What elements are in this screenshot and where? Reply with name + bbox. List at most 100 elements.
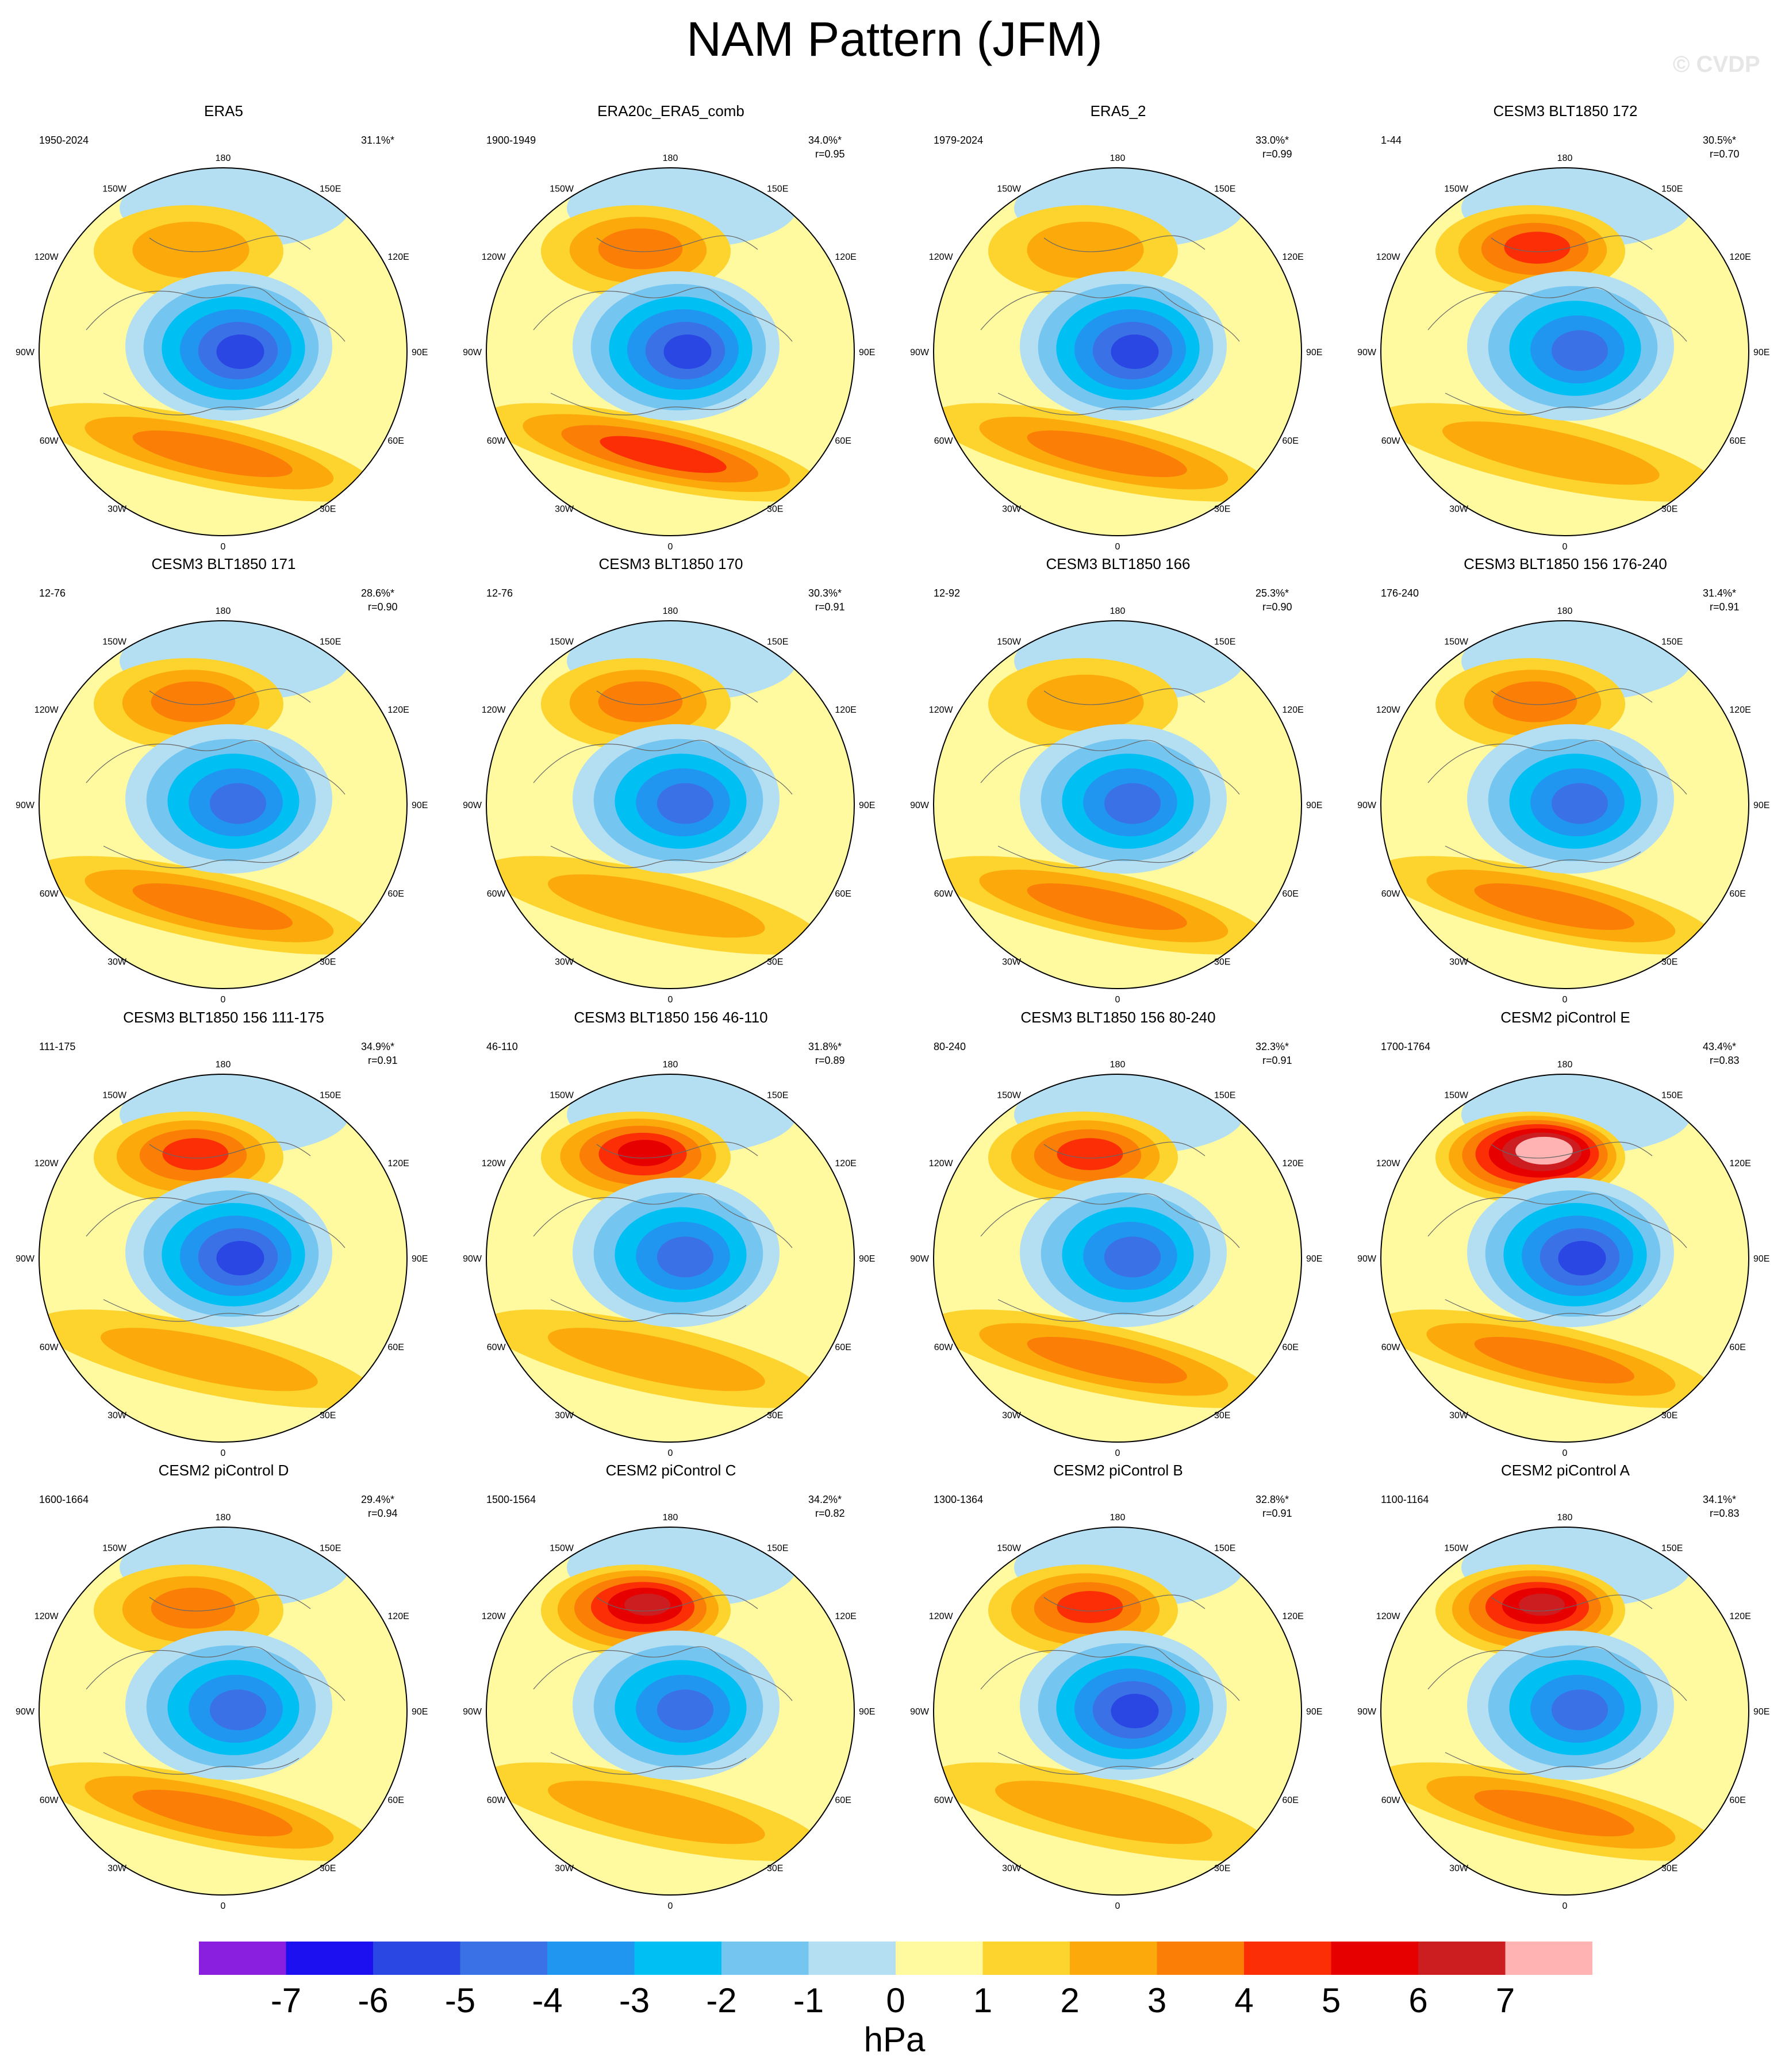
longitude-label: 90W [910,348,930,357]
field-contour [1027,883,1187,931]
longitude-label: 120E [387,1612,409,1621]
longitude-label: 120W [34,1159,59,1168]
panel-title: CESM2 piControl C [605,1462,736,1479]
field-contour [209,783,267,824]
longitude-label: 150E [1214,1544,1235,1554]
longitude-label: 0 [221,995,226,1005]
longitude-label: 0 [221,542,226,552]
longitude-label: 30E [320,504,336,514]
panel-correlation: r=0.90 [1262,601,1292,613]
longitude-label: 90E [412,1707,428,1717]
field-contour [1104,783,1161,824]
longitude-label: 150E [1661,184,1683,194]
longitude-label: 90W [16,1707,35,1717]
panel-variance-explained: 34.1%* [1703,1494,1737,1505]
map-border [933,167,1302,536]
panel-correlation: r=0.91 [1262,1508,1292,1519]
map-panel: CESM3 BLT1850 156 176-240 176-240 31.4%* r=… [1342,555,1789,1009]
longitude-label: 60E [1729,1796,1745,1805]
field-contour [1057,1138,1123,1170]
panel-variance-explained: 31.8%* [808,1041,842,1052]
longitude-label: 120W [34,252,59,262]
polar-map: 180 0 150W 150E 120W 120E 90W 90E 60W 60E 30W 30E [1357,606,1769,1005]
panel-correlation: r=0.94 [368,1508,398,1519]
panel-variance-explained: 29.4%* [361,1494,395,1505]
longitude-label: 180 [216,606,231,616]
longitude-label: 30W [108,1410,127,1420]
longitude-label: 90W [1357,1254,1377,1264]
field-contour [1519,1593,1565,1616]
longitude-label: 60E [835,889,851,899]
longitude-label: 120W [1376,1612,1401,1621]
longitude-label: 120E [835,1612,856,1621]
panel-period: 1979-2024 [934,134,984,146]
longitude-label: 90W [463,348,482,357]
longitude-label: 90E [1753,1254,1769,1264]
panel-variance-explained: 30.3%* [808,587,842,599]
map-panel: CESM2 piControl A 1100-1164 34.1%* r=0.83 18… [1342,1462,1789,1916]
map-panel: ERA20c_ERA5_comb 1900-1949 34.0%* r=0.95 180… [447,102,894,556]
longitude-label: 120E [835,705,856,715]
longitude-label: 30E [320,1863,336,1873]
longitude-label: 60E [1729,1343,1745,1352]
longitude-label: 180 [1110,606,1126,616]
colorbar-tick-label: -1 [793,1981,824,2020]
longitude-label: 150W [1444,184,1469,194]
panel-variance-explained: 32.3%* [1256,1041,1289,1052]
longitude-label: 120E [1729,1612,1750,1621]
colorbar-units: hPa [863,2020,926,2059]
longitude-label: 150W [1444,1091,1469,1101]
field-contour [548,1328,765,1391]
map-border [1380,167,1749,536]
field-contour [101,1328,318,1391]
longitude-label: 120W [482,1159,506,1168]
longitude-label: 120W [34,1612,59,1621]
panel-correlation: r=0.91 [815,601,845,613]
longitude-label: 180 [663,606,678,616]
longitude-label: 60E [835,436,851,446]
panel-period: 176-240 [1381,587,1419,599]
longitude-label: 30W [1449,1410,1469,1420]
field-contour [1492,681,1577,722]
longitude-label: 90E [1753,801,1769,810]
longitude-label: 120E [1282,705,1303,715]
field-contour [1474,1789,1634,1837]
field-contour [132,430,293,478]
field-contour [151,1587,236,1629]
longitude-label: 180 [216,1060,231,1070]
longitude-label: 150W [1444,637,1469,647]
panel-period: 1-44 [1381,134,1402,146]
longitude-label: 150W [997,637,1022,647]
longitude-label: 30W [1449,504,1469,514]
longitude-label: 150W [1444,1544,1469,1554]
colorbar-tick-label: -2 [706,1981,737,2020]
longitude-label: 120W [929,1612,954,1621]
longitude-label: 180 [1557,1513,1573,1523]
field-contour [617,1140,673,1166]
field-contour [1057,1591,1123,1623]
longitude-label: 150E [1661,637,1683,647]
longitude-label: 60E [387,889,404,899]
colorbar-swatch [1331,1942,1419,1975]
longitude-label: 0 [1115,995,1120,1005]
panel-title: CESM2 piControl E [1500,1009,1630,1026]
panel-period: 1600-1664 [39,1494,89,1505]
field-contour [1504,232,1571,264]
map-panel: ERA5_2 1979-2024 33.0%* r=0.99 180 0 150W 150E 1… [894,102,1342,556]
colorbar-tick-label: -4 [532,1981,563,2020]
longitude-label: 60W [934,436,954,446]
longitude-label: 180 [216,153,231,163]
longitude-label: 150E [1214,637,1235,647]
panel-title: CESM3 BLT1850 172 [1493,102,1638,120]
longitude-label: 150E [1214,184,1235,194]
colorbar-swatch [460,1942,548,1975]
longitude-label: 30E [767,1863,783,1873]
field-contour [1551,330,1608,371]
colorbar-swatch [199,1942,286,1975]
field-contour [1551,783,1608,824]
colorbar-swatch [808,1942,896,1975]
longitude-label: 150W [550,1091,574,1101]
map-border [933,1527,1302,1896]
longitude-label: 150W [550,637,574,647]
longitude-label: 30E [1214,1410,1230,1420]
